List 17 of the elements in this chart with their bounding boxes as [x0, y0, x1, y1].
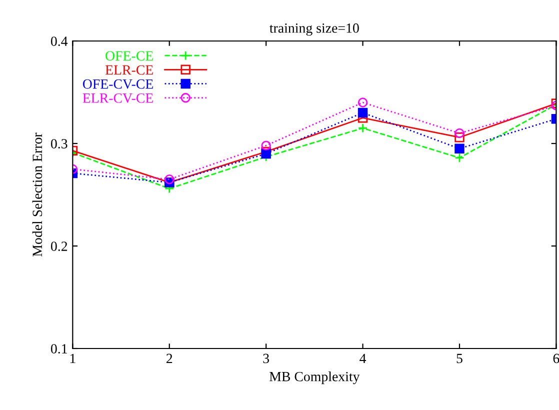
x-tick-label: 3 [263, 354, 270, 364]
x-tick-label: 1 [70, 354, 76, 363]
y-tick-label: 0.1 [50, 344, 67, 354]
y-tick-label: 0.3 [50, 139, 68, 149]
legend-label: OFE-CE [106, 51, 153, 61]
y-axis-title: Model Selection Error [32, 132, 42, 256]
legend-label: ELR-CV-CE [82, 93, 153, 103]
y-tick-label: 0.2 [50, 242, 68, 252]
y-tick-label: 0.4 [50, 36, 68, 46]
chart-title: training size=10 [270, 23, 359, 36]
x-tick-label: 4 [360, 354, 366, 363]
legend-label: OFE-CV-CE [82, 79, 153, 89]
x-tick-label: 5 [456, 354, 462, 364]
x-tick-label: 6 [553, 354, 559, 364]
legend-label: ELR-CE [105, 65, 153, 75]
x-axis-title: MB Complexity [270, 372, 360, 384]
x-tick-label: 2 [166, 354, 172, 363]
